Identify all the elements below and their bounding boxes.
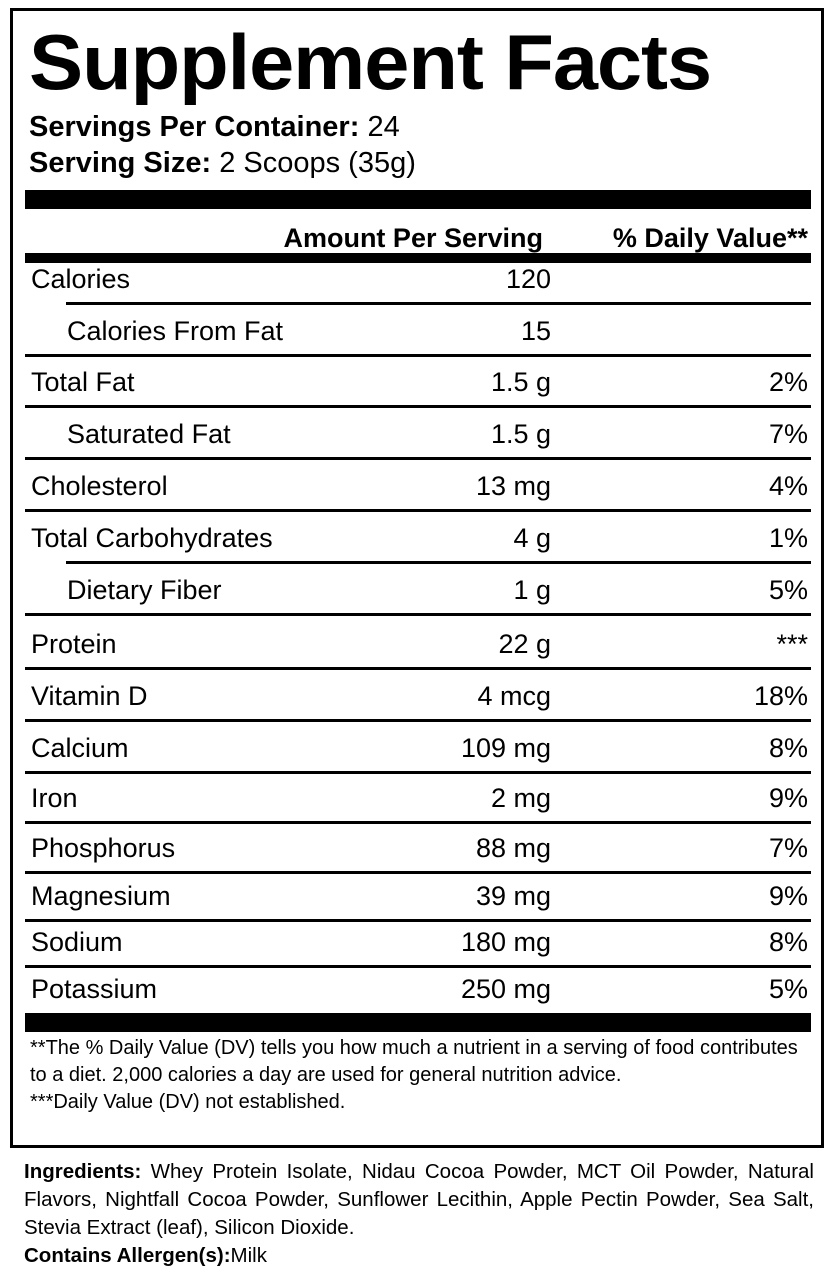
serving-size-label: Serving Size: [29,147,212,179]
nutrient-amount: 180 mg [460,927,551,957]
nutrient-row: Iron 2 mg 9% [25,772,811,824]
ingredients-label: Ingredients: [24,1160,142,1183]
row-divider [25,821,811,824]
nutrient-amount: 39 mg [475,881,551,911]
nutrient-amount: 250 mg [460,974,551,1004]
nutrient-daily-value: 8% [768,927,808,957]
row-divider [25,919,811,922]
panel-title: Supplement Facts [29,18,712,106]
allergens-label: Contains Allergen(s): [24,1244,231,1267]
nutrient-name: Potassium [31,974,158,1004]
nutrient-amount: 1.5 g [490,419,551,449]
nutrient-row: Potassium 250 mg 5% [25,966,811,1013]
nutrient-row: Calories 120 [25,263,811,305]
nutrient-amount: 2 mg [490,783,551,813]
nutrient-amount: 4 mcg [477,681,551,711]
nutrient-name: Dietary Fiber [67,575,222,605]
ingredients: Ingredients: Whey Protein Isolate, Nidau… [24,1158,814,1270]
nutrient-name: Phosphorus [31,833,176,863]
nutrient-daily-value: 4% [768,471,808,501]
footnotes: **The % Daily Value (DV) tells you how m… [30,1035,820,1116]
nutrient-amount: 22 g [498,629,551,659]
nutrient-name: Saturated Fat [67,419,231,449]
nutrient-daily-value: *** [776,629,808,659]
nutrient-amount: 1 g [513,575,551,605]
nutrient-daily-value: 5% [768,974,808,1004]
nutrient-name: Iron [31,783,78,813]
nutrient-amount: 13 mg [475,471,551,501]
nutrient-name: Protein [31,629,117,659]
nutrient-row: Dietary Fiber 1 g 5% [25,562,811,616]
nutrient-daily-value: 5% [768,575,808,605]
row-divider [25,354,811,357]
serving-size: Serving Size: 2 Scoops (35g) [29,147,416,180]
nutrient-daily-value: 8% [768,733,808,763]
nutrient-daily-value: 18% [753,681,808,711]
row-divider [25,509,811,512]
nutrient-name: Vitamin D [31,681,148,711]
nutrient-name: Total Carbohydrates [31,523,273,553]
thick-divider [25,190,811,209]
thick-divider-bottom [25,1013,811,1032]
nutrient-row: Phosphorus 88 mg 7% [25,822,811,874]
nutrient-amount: 1.5 g [490,367,551,397]
row-divider [66,302,811,305]
nutrient-amount: 88 mg [475,833,551,863]
row-divider [25,965,811,968]
row-divider [25,719,811,722]
amount-header: Amount Per Serving [283,223,543,253]
row-divider [25,457,811,460]
nutrient-amount: 15 [520,316,551,346]
row-divider [25,405,811,408]
supplement-facts-panel: Supplement Facts Servings Per Container:… [10,8,824,1148]
row-divider [25,871,811,874]
nutrient-row: Total Carbohydrates 4 g 1% [25,510,811,564]
nutrient-daily-value: 9% [768,881,808,911]
nutrient-daily-value: 2% [768,367,808,397]
serving-size-value: 2 Scoops (35g) [219,147,416,179]
ingredients-text: Whey Protein Isolate, Nidau Cocoa Powder… [24,1160,814,1239]
nutrient-name: Total Fat [31,367,135,397]
nutrient-daily-value: 1% [768,523,808,553]
nutrient-amount: 109 mg [460,733,551,763]
nutrient-row: Sodium 180 mg 8% [25,920,811,968]
nutrient-row: Calcium 109 mg 8% [25,720,811,774]
footnote-not-established: ***Daily Value (DV) not established. [30,1091,346,1113]
nutrient-name: Calcium [31,733,129,763]
nutrient-name: Calories [31,264,131,294]
nutrient-daily-value: 9% [768,783,808,813]
nutrient-name: Calories From Fat [67,316,284,346]
nutrient-row: Calories From Fat 15 [25,303,811,357]
nutrient-amount: 4 g [513,523,551,553]
nutrient-row: Total Fat 1.5 g 2% [25,355,811,408]
row-divider [25,667,811,670]
row-divider [25,613,811,616]
nutrient-row: Cholesterol 13 mg 4% [25,458,811,512]
nutrient-name: Cholesterol [31,471,168,501]
nutrient-row: Magnesium 39 mg 9% [25,872,811,922]
row-divider [25,771,811,774]
medium-divider [25,253,811,263]
nutrient-row: Protein 22 g *** [25,614,811,670]
servings-per-container: Servings Per Container: 24 [29,111,400,144]
servings-value: 24 [367,111,400,143]
footnote-dv: **The % Daily Value (DV) tells you how m… [30,1037,798,1086]
daily-value-header: % Daily Value** [612,223,808,253]
nutrient-daily-value: 7% [768,833,808,863]
row-divider [66,561,811,564]
servings-label: Servings Per Container: [29,111,360,143]
nutrient-name: Sodium [31,927,123,957]
allergens-text: Milk [230,1244,267,1267]
nutrient-name: Magnesium [31,881,171,911]
nutrient-row: Vitamin D 4 mcg 18% [25,668,811,722]
nutrient-daily-value: 7% [768,419,808,449]
nutrient-row: Saturated Fat 1.5 g 7% [25,406,811,460]
nutrient-amount: 120 [505,264,551,294]
